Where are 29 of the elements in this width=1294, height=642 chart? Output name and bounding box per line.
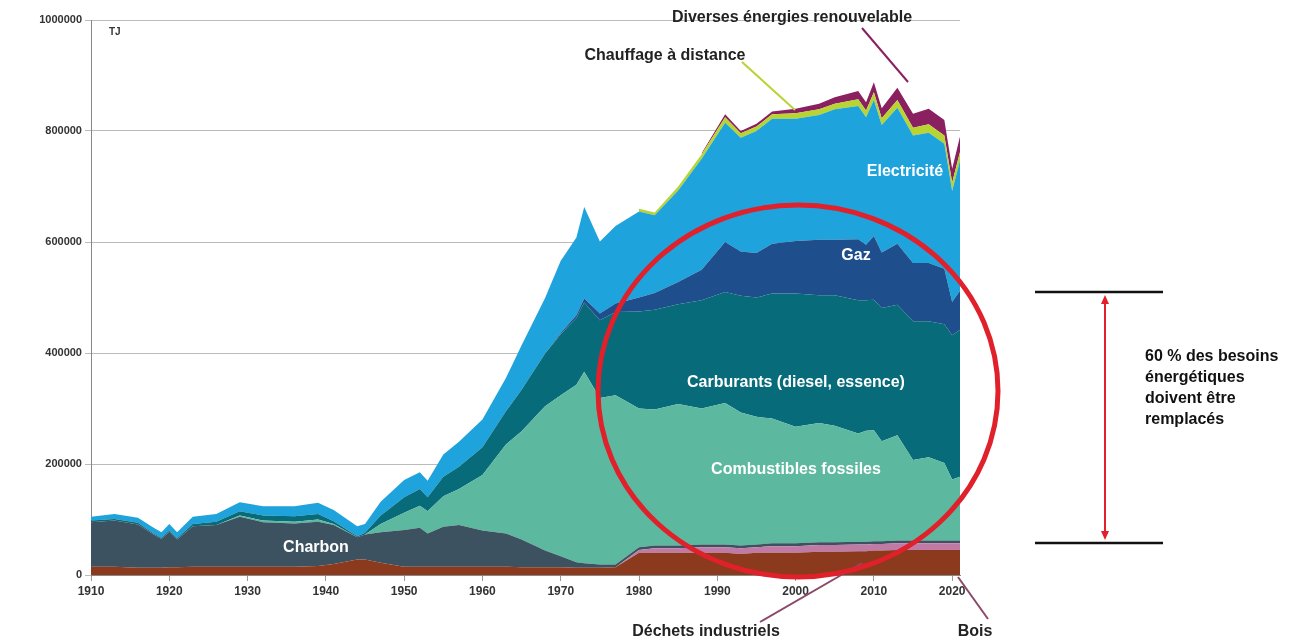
- series-label: Electricité: [866, 162, 944, 180]
- y-axis-title: TJ: [109, 25, 121, 37]
- text: Bois: [957, 622, 993, 640]
- x-tick-label: 1950: [390, 583, 418, 598]
- series-label: Charbon: [283, 538, 349, 556]
- y-tick-label: 800000: [45, 124, 82, 137]
- x-tick-label: 2000: [782, 583, 810, 598]
- text: Chauffage à distance: [584, 46, 746, 64]
- x-tick-label: 1980: [625, 583, 653, 598]
- x-tick-label: 2020: [938, 583, 966, 598]
- x-tick-label: 1910: [77, 583, 105, 598]
- x-tick-label: 2010: [860, 583, 888, 598]
- x-tick-label: 1920: [155, 583, 183, 598]
- series-label: Combustibles fossiles: [711, 460, 882, 478]
- series-label: Carburants (diesel, essence): [687, 373, 905, 391]
- text: Diverses énergies renouvelable: [671, 8, 913, 26]
- x-tick-label: 1970: [547, 583, 575, 598]
- text: Déchets industriels: [632, 622, 780, 640]
- y-tick-label: 400000: [45, 346, 82, 359]
- y-tick-label: 1000000: [39, 13, 82, 26]
- y-tick-label: 600000: [45, 235, 82, 248]
- x-tick-label: 1940: [312, 583, 340, 598]
- text: 60 % des besoins énergétiques doivent être remplacés: [1145, 346, 1280, 429]
- y-tick-label: 200000: [45, 457, 82, 470]
- x-tick-label: 1930: [234, 583, 262, 598]
- y-tick-label: 0: [75, 568, 82, 581]
- series-label: Gaz: [841, 246, 871, 264]
- x-tick-label: 1990: [703, 583, 731, 598]
- x-tick-label: 1960: [469, 583, 497, 598]
